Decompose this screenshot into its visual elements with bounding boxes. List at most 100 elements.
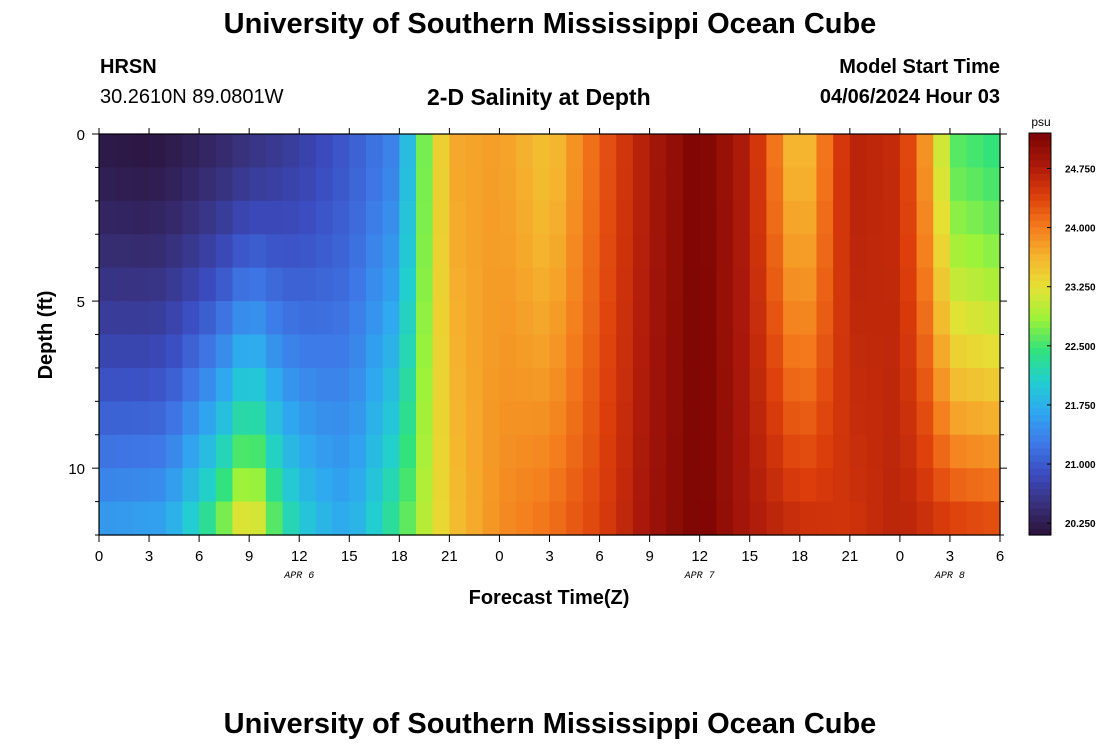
heatmap-cell <box>215 434 234 469</box>
heatmap-cell <box>632 167 651 202</box>
x-tick-label: 3 <box>946 548 954 565</box>
heatmap-cell <box>215 234 234 269</box>
colorbar-swatch <box>1029 139 1051 147</box>
heatmap-cell <box>132 134 150 169</box>
heatmap-cell <box>582 401 601 436</box>
heatmap-cell <box>549 134 567 169</box>
heatmap-cell <box>949 434 968 469</box>
heatmap-cell <box>399 301 417 336</box>
heatmap-cell <box>132 167 150 202</box>
colorbar-tick-label: 24.000 <box>1065 224 1096 235</box>
heatmap-cell <box>232 167 250 202</box>
heatmap-cell <box>449 401 467 436</box>
heatmap-cell <box>115 267 133 302</box>
heatmap-cell <box>666 501 684 536</box>
heatmap-cell <box>733 134 751 169</box>
heatmap-cell <box>199 367 217 402</box>
heatmap-cell <box>482 468 501 503</box>
heatmap-cell <box>399 234 417 269</box>
heatmap-cell <box>132 200 150 235</box>
heatmap-cell <box>716 200 734 235</box>
colorbar-swatch <box>1029 340 1051 348</box>
heatmap-cell <box>983 234 1001 269</box>
heatmap-cell <box>949 301 968 336</box>
heatmap-cell <box>499 367 517 402</box>
date-label: APR 7 <box>684 571 715 582</box>
heatmap-cell <box>883 501 901 536</box>
heatmap-cell <box>866 334 884 369</box>
heatmap-cell <box>799 301 818 336</box>
heatmap-cell <box>482 234 501 269</box>
heatmap-cell <box>516 200 534 235</box>
heatmap-cell <box>299 167 317 202</box>
heatmap-cell <box>716 434 734 469</box>
heatmap-cell <box>232 234 250 269</box>
heatmap-cell <box>399 267 417 302</box>
colorbar-swatch <box>1029 521 1051 529</box>
heatmap-cell <box>649 134 667 169</box>
heatmap-cell <box>649 401 667 436</box>
heatmap-cell <box>532 401 551 436</box>
heatmap-cell <box>299 134 317 169</box>
heatmap-cell <box>416 167 434 202</box>
heatmap-cell <box>966 401 984 436</box>
heatmap-cell <box>582 234 601 269</box>
heatmap-cell <box>349 468 367 503</box>
heatmap-cell <box>983 134 1001 169</box>
heatmap-cell <box>115 200 133 235</box>
colorbar-swatch <box>1029 226 1051 235</box>
x-tick-label: 0 <box>896 548 904 565</box>
heatmap-cell <box>582 134 601 169</box>
heatmap-cell <box>282 468 300 503</box>
colorbar-swatch <box>1029 159 1051 168</box>
heatmap-cell <box>482 501 501 536</box>
heatmap-cell <box>315 434 334 469</box>
heatmap-cell <box>232 134 250 169</box>
heatmap-cell <box>799 367 818 402</box>
heatmap-cell <box>115 501 133 536</box>
colorbar-swatch <box>1029 528 1051 536</box>
heatmap-cell <box>149 434 167 469</box>
heatmap-cell <box>282 134 300 169</box>
heatmap-cell <box>649 501 667 536</box>
heatmap-cell <box>499 468 517 503</box>
heatmap-cell <box>833 401 851 436</box>
heatmap-cell <box>783 134 801 169</box>
x-tick-label: 9 <box>245 548 253 565</box>
heatmap-cell <box>566 301 584 336</box>
colorbar-swatch <box>1029 434 1051 442</box>
heatmap-cell <box>249 367 267 402</box>
colorbar-swatch <box>1029 260 1051 268</box>
heatmap-cell <box>432 301 450 336</box>
heatmap-cell <box>115 234 133 269</box>
heatmap-cell <box>482 301 501 336</box>
heatmap-cell <box>282 334 300 369</box>
heatmap-cell <box>149 167 167 202</box>
heatmap-cell <box>716 334 734 369</box>
heatmap-cell <box>866 301 884 336</box>
heatmap-cell <box>165 301 184 336</box>
heatmap-cell <box>332 334 350 369</box>
heatmap-cell <box>516 234 534 269</box>
colorbar-swatch <box>1029 173 1051 181</box>
heatmap-cell <box>182 501 200 536</box>
heatmap-cell <box>232 468 250 503</box>
heatmap-cell <box>599 434 617 469</box>
heatmap-cell <box>532 167 551 202</box>
heatmap-cell <box>816 267 834 302</box>
heatmap-cell <box>783 301 801 336</box>
colorbar-swatch <box>1029 508 1051 516</box>
heatmap-cell <box>466 501 484 536</box>
heatmap-cell <box>115 167 133 202</box>
heatmap-cell <box>99 401 117 436</box>
heatmap-cell <box>432 367 450 402</box>
colorbar-swatch <box>1029 240 1051 248</box>
heatmap-cell <box>682 334 701 369</box>
colorbar-swatch <box>1029 394 1051 402</box>
heatmap-cell <box>349 334 367 369</box>
heatmap-cell <box>983 301 1001 336</box>
colorbar-swatch <box>1029 441 1051 449</box>
heatmap-cell <box>215 401 234 436</box>
heatmap-cell <box>849 234 868 269</box>
heatmap-cell <box>916 134 934 169</box>
